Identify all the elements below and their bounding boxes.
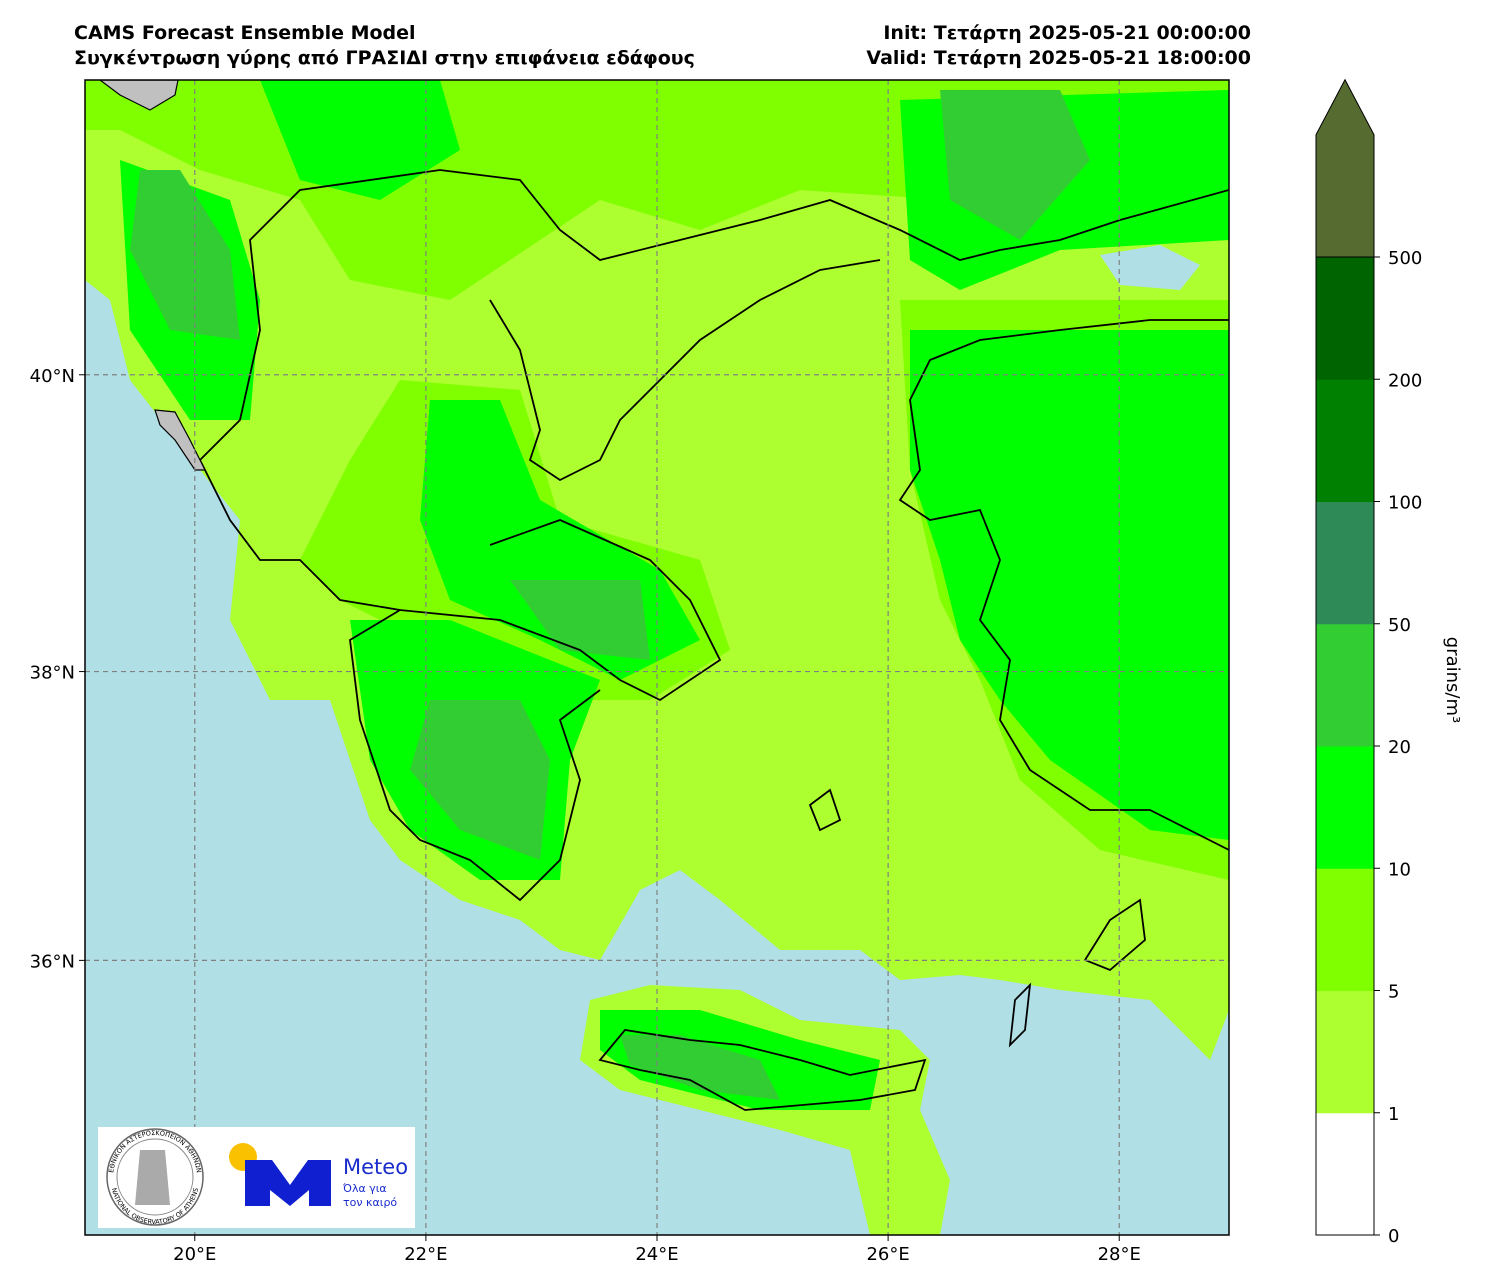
x-tick-label: 22°E <box>404 1244 447 1265</box>
corfu <box>154 409 206 471</box>
colorbar-tick-label: 0 <box>1388 1226 1399 1247</box>
valid-time: Valid: Τετάρτη 2025-05-21 18:00:00 <box>866 47 1251 69</box>
colorbar-band <box>1316 868 1374 991</box>
x-tick-label: 20°E <box>173 1244 216 1265</box>
slogan: Όλα για <box>342 1182 387 1195</box>
colorbar-band <box>1316 1112 1374 1236</box>
seal-figure <box>135 1150 170 1205</box>
x-tick-label: 26°E <box>866 1244 909 1265</box>
colorbar-tick-label: 100 <box>1388 493 1422 514</box>
colorbar-extension <box>1315 78 1375 258</box>
colorbar-tick-label: 20 <box>1388 737 1411 758</box>
colorbar-tick-label: 500 <box>1388 248 1422 269</box>
m-logo <box>245 1160 331 1206</box>
colorbar-tick-label: 1 <box>1388 1104 1399 1125</box>
title: CAMS Forecast Ensemble Model <box>74 22 416 44</box>
y-tick-label: 36°N <box>30 951 75 972</box>
colorbar-band <box>1316 623 1374 747</box>
y-tick-label: 40°N <box>30 366 75 387</box>
init-time: Init: Τετάρτη 2025-05-21 00:00:00 <box>883 22 1251 44</box>
x-tick-label: 28°E <box>1098 1244 1141 1265</box>
coastline <box>199 169 1229 1111</box>
land-outside <box>99 80 179 111</box>
colorbar-band <box>1316 257 1374 380</box>
colorbar-tick-label: 10 <box>1388 859 1411 880</box>
map-frame <box>84 79 1230 1236</box>
colorbar-tick-label: 200 <box>1388 370 1422 391</box>
colorbar-band <box>1316 746 1374 869</box>
colorbar: 0 1 5 10 20 50 100 200 500 <box>1315 78 1422 1247</box>
colorbar-band <box>1316 990 1374 1114</box>
level-area <box>130 170 240 340</box>
level-area <box>410 700 550 860</box>
level-area <box>510 580 650 660</box>
colorbar-label: grains/m³ <box>1442 637 1463 723</box>
colorbar-band <box>1316 501 1374 625</box>
seal-ring <box>116 1138 194 1216</box>
colorbar-tick-label: 50 <box>1388 615 1411 636</box>
level-area <box>910 330 1229 840</box>
colorbar-tick-label: 5 <box>1388 982 1399 1003</box>
brand: Meteo <box>343 1155 408 1179</box>
colorbar-band <box>1316 379 1374 502</box>
level-area <box>260 80 460 200</box>
slogan: τον καιρό <box>343 1196 397 1209</box>
lake <box>1100 245 1200 290</box>
graticule: 20°E 22°E 24°E 26°E 28°E 36°N 38°N 40°N <box>30 80 1229 1265</box>
level-area <box>940 90 1090 240</box>
x-tick-label: 24°E <box>635 1244 678 1265</box>
level-area <box>620 1035 780 1100</box>
subtitle: Συγκέντρωση γύρης από ΓΡΑΣΙΔΙ στην επιφά… <box>74 47 695 69</box>
y-tick-label: 38°N <box>30 663 75 684</box>
logo: ΕΘΝΙΚΟΝ ΑΣΤΕΡΟΣΚΟΠΕΙΟΝ ΑΘΗΝΩΝ NATIONAL O… <box>98 1127 415 1228</box>
